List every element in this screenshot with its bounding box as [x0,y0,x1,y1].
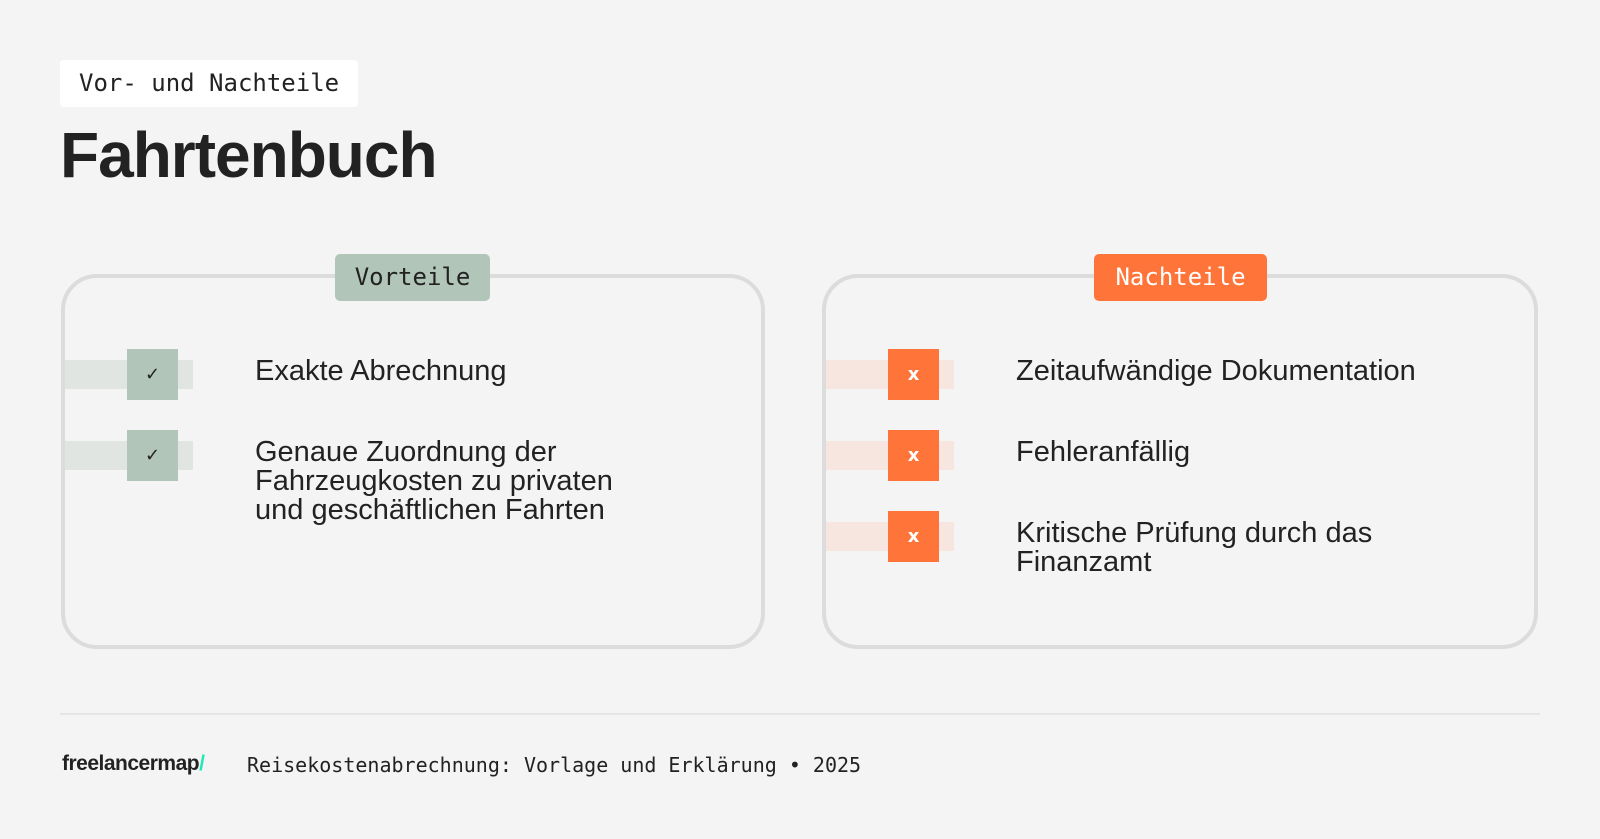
logo-slash: / [199,752,205,775]
x-icon: x [888,511,939,562]
con-text: Zeitaufwändige Dokumentation [1016,355,1416,387]
con-text: Fehleranfällig [1016,436,1191,468]
check-icon: ✓ [127,430,178,481]
freelancermap-logo: freelancermap/ [62,752,205,776]
footer-text: Reisekostenabrechnung: Vorlage und Erklä… [247,753,862,777]
eyebrow-label: Vor- und Nachteile [60,60,359,107]
cons-card: Nachteile x Zeitaufwändige Dokumentation… [822,254,1538,649]
x-icon: x [888,349,939,400]
logo-text: freelancermap [62,752,200,775]
x-icon: x [888,430,939,481]
pro-text: Genaue Zuordnung der Fahrzeugkosten zu p… [255,436,613,526]
pros-card: Vorteile ✓ Exakte Abrechnung ✓ Genaue Zu… [61,254,765,649]
pro-text: Exakte Abrechnung [255,355,507,387]
page-title: Fahrtenbuch [60,119,438,191]
con-text: Kritische Prüfung durch das Finanzamt [1016,517,1373,578]
pros-badge: Vorteile [335,254,490,301]
cons-badge: Nachteile [1094,254,1267,301]
check-icon: ✓ [127,349,178,400]
footer-divider [60,713,1540,715]
